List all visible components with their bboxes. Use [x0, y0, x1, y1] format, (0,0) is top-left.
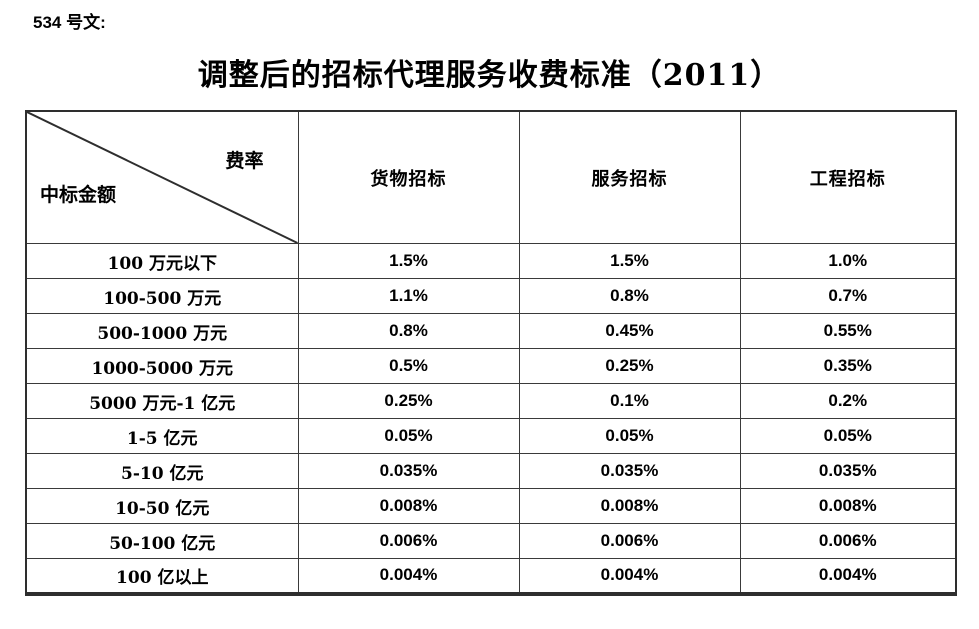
fee-cell: 0.7% [739, 278, 957, 314]
row-label: 1000-5000 万元 [25, 348, 299, 384]
fee-cell: 0.8% [518, 278, 741, 314]
fee-cell: 0.035% [297, 453, 520, 489]
fee-cell: 0.05% [518, 418, 741, 454]
fee-cell: 0.45% [518, 313, 741, 349]
fee-cell: 0.004% [739, 558, 957, 594]
fee-cell: 1.1% [297, 278, 520, 314]
table-row: 100-500 万元 1.1% 0.8% 0.7% [25, 278, 957, 314]
fee-cell: 0.035% [518, 453, 741, 489]
fee-cell: 0.008% [297, 488, 520, 524]
corner-label-rate: 费率 [225, 150, 264, 172]
table-row: 500-1000 万元 0.8% 0.45% 0.55% [25, 313, 957, 349]
column-header-goods: 货物招标 [297, 110, 520, 244]
row-label: 5000 万元-1 亿元 [25, 383, 299, 419]
fee-cell: 0.05% [297, 418, 520, 454]
page-title: 调整后的招标代理服务收费标准（2011） [197, 58, 782, 93]
table-body: 100 万元以下 1.5% 1.5% 1.0% 100-500 万元 1.1% 0.8% 0.… [25, 243, 957, 594]
fee-cell: 1.0% [739, 243, 957, 279]
fee-cell: 0.006% [739, 523, 957, 559]
row-label: 500-1000 万元 [25, 313, 299, 349]
fee-cell: 1.5% [297, 243, 520, 279]
column-header-services: 服务招标 [518, 110, 741, 244]
corner-label-amount: 中标金额 [40, 184, 117, 206]
fee-cell: 0.25% [297, 383, 520, 419]
fee-cell: 0.25% [518, 348, 741, 384]
row-label: 100 亿以上 [25, 558, 299, 594]
fee-cell: 0.006% [518, 523, 741, 559]
row-label: 50-100 亿元 [25, 523, 299, 559]
table-row: 5-10 亿元 0.035% 0.035% 0.035% [25, 453, 957, 489]
table-row: 1-5 亿元 0.05% 0.05% 0.05% [25, 418, 957, 454]
fee-cell: 0.008% [518, 488, 741, 524]
corner-cell-inner: 费率 中标金额 [27, 112, 298, 243]
fee-cell: 0.1% [518, 383, 741, 419]
fee-cell: 0.035% [739, 453, 957, 489]
row-label: 1-5 亿元 [25, 418, 299, 454]
table-row: 1000-5000 万元 0.5% 0.25% 0.35% [25, 348, 957, 384]
fee-cell: 0.004% [518, 558, 741, 594]
column-header-engineering: 工程招标 [739, 110, 957, 244]
fee-cell: 0.5% [297, 348, 520, 384]
diagonal-divider-line [27, 112, 298, 243]
row-label: 5-10 亿元 [25, 453, 299, 489]
table-row: 10-50 亿元 0.008% 0.008% 0.008% [25, 488, 957, 524]
table-row: 100 万元以下 1.5% 1.5% 1.0% [25, 243, 957, 279]
table-row: 100 亿以上 0.004% 0.004% 0.004% [25, 558, 957, 594]
table-header-row: 费率 中标金额 货物招标 服务招标 工程招标 [25, 110, 957, 244]
row-label: 100 万元以下 [25, 243, 299, 279]
fee-cell: 0.35% [739, 348, 957, 384]
row-label: 10-50 亿元 [25, 488, 299, 524]
fee-cell: 0.05% [739, 418, 957, 454]
fee-cell: 0.006% [297, 523, 520, 559]
fee-cell: 1.5% [518, 243, 741, 279]
fee-cell: 0.008% [739, 488, 957, 524]
doc-number-label: 534 号文: [33, 13, 106, 32]
fee-cell: 0.55% [739, 313, 957, 349]
table-row: 5000 万元-1 亿元 0.25% 0.1% 0.2% [25, 383, 957, 419]
fee-table: 费率 中标金额 货物招标 服务招标 工程招标 100 万元以下 1.5% 1.5% 1… [25, 110, 957, 596]
table-row: 50-100 亿元 0.006% 0.006% 0.006% [25, 523, 957, 559]
fee-cell: 0.004% [297, 558, 520, 594]
fee-cell: 0.2% [739, 383, 957, 419]
row-label: 100-500 万元 [25, 278, 299, 314]
fee-cell: 0.8% [297, 313, 520, 349]
corner-cell: 费率 中标金额 [25, 110, 299, 244]
